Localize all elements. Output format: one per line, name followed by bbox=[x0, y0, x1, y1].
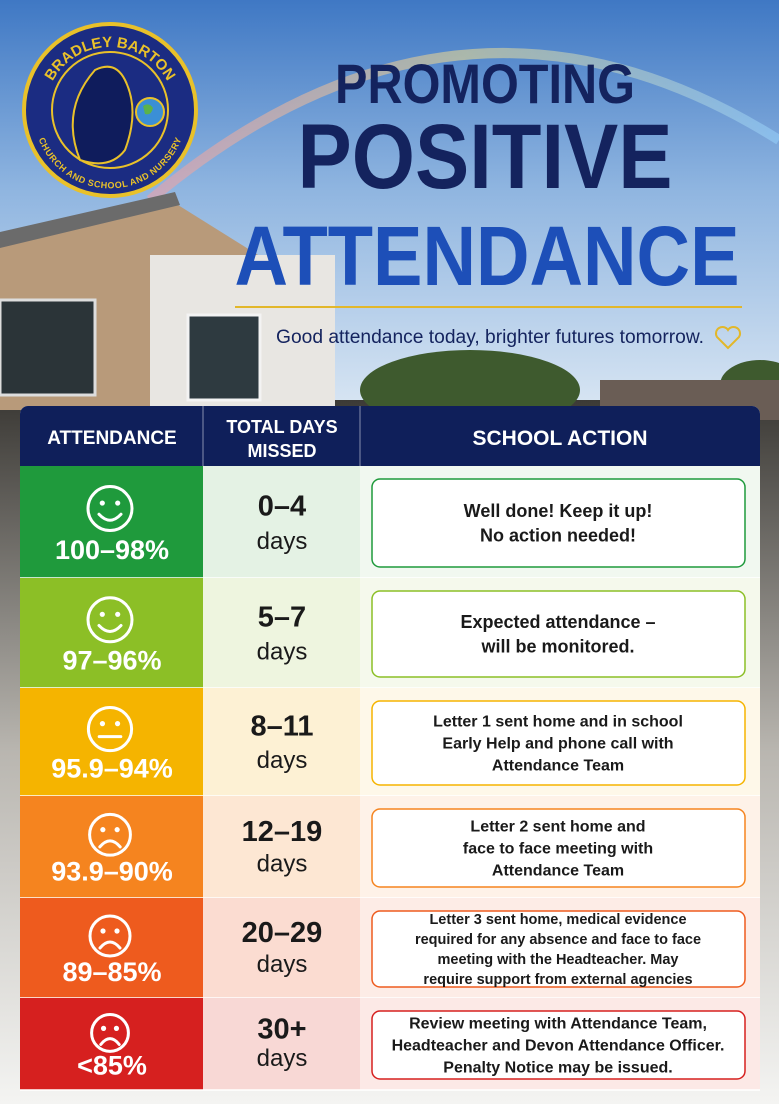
action-text: required for any absence and face to fac… bbox=[415, 932, 701, 948]
face-eye bbox=[113, 1025, 120, 1031]
action-text: Headteacher and Devon Attendance Officer… bbox=[392, 1038, 725, 1055]
face-eye bbox=[114, 928, 120, 934]
days-unit: days bbox=[257, 747, 308, 774]
days-cell bbox=[203, 578, 360, 688]
days-unit: days bbox=[257, 850, 308, 877]
days-range: 30+ bbox=[257, 1013, 306, 1045]
face-eye bbox=[100, 827, 106, 833]
action-text: Penalty Notice may be issued. bbox=[443, 1060, 672, 1077]
face-icon bbox=[90, 1013, 130, 1053]
table-header bbox=[20, 406, 760, 466]
days-range: 8–11 bbox=[251, 711, 314, 743]
attendance-range: 93.9–90% bbox=[51, 857, 173, 887]
days-cell bbox=[203, 466, 360, 578]
action-text: require support from external agencies bbox=[423, 972, 692, 988]
action-text: Attendance Team bbox=[492, 758, 624, 775]
face-icon bbox=[86, 705, 134, 753]
face-eye bbox=[100, 1025, 107, 1031]
days-range: 5–7 bbox=[258, 601, 306, 633]
action-text: Expected attendance – bbox=[460, 612, 655, 632]
action-text: meeting with the Headteacher. May bbox=[438, 952, 679, 968]
face-icon bbox=[88, 914, 132, 958]
action-box bbox=[371, 808, 746, 888]
days-cell bbox=[203, 796, 360, 898]
days-range: 0–4 bbox=[258, 490, 306, 522]
action-text: No action needed! bbox=[480, 526, 636, 546]
action-text: Letter 1 sent home and in school bbox=[433, 714, 683, 731]
title-line-2: POSITIVE bbox=[298, 106, 673, 208]
attendance-range: <85% bbox=[77, 1050, 147, 1080]
action-text: Well done! Keep it up! bbox=[464, 501, 653, 521]
action-text: Attendance Team bbox=[492, 863, 624, 880]
days-unit: days bbox=[257, 528, 308, 555]
action-box bbox=[371, 590, 746, 678]
face-mouth bbox=[99, 1037, 121, 1046]
face-mouth bbox=[98, 940, 122, 950]
face-eye bbox=[114, 827, 120, 833]
attendance-range: 100–98% bbox=[55, 535, 169, 565]
days-cell bbox=[203, 688, 360, 796]
face-eye bbox=[99, 500, 105, 506]
face-mouth bbox=[98, 839, 122, 849]
face-mouth bbox=[97, 512, 123, 522]
action-text: Review meeting with Attendance Team, bbox=[409, 1016, 707, 1033]
school-logo: BRADLEY BARTON CHURCH AND SCHOOL AND NUR… bbox=[22, 22, 198, 198]
attendance-range: 97–96% bbox=[62, 645, 161, 675]
title-line-3: ATTENDANCE bbox=[235, 209, 740, 303]
heart-icon bbox=[714, 325, 742, 350]
attendance-cell bbox=[20, 578, 203, 688]
face-icon bbox=[86, 485, 134, 533]
face-icon bbox=[86, 596, 134, 644]
column-header: SCHOOL ACTION bbox=[472, 427, 647, 450]
action-box bbox=[371, 700, 746, 786]
building bbox=[0, 192, 779, 430]
column-header: ATTENDANCE bbox=[47, 428, 176, 449]
attendance-range: 89–85% bbox=[62, 957, 161, 987]
rainbow bbox=[146, 48, 779, 204]
attendance-range: 95.9–94% bbox=[51, 754, 173, 784]
days-unit: days bbox=[257, 638, 308, 665]
action-text: Letter 2 sent home and bbox=[470, 819, 645, 836]
column-header: MISSED bbox=[247, 441, 316, 461]
face-eye bbox=[114, 721, 121, 727]
face-eye bbox=[99, 721, 106, 727]
days-range: 20–29 bbox=[242, 917, 323, 949]
face-eye bbox=[100, 928, 106, 934]
face-mouth bbox=[97, 624, 123, 633]
action-text: Early Help and phone call with bbox=[442, 736, 673, 753]
face-icon bbox=[88, 812, 132, 857]
days-cell bbox=[203, 998, 360, 1090]
tagline: Good attendance today, brighter futures … bbox=[276, 327, 704, 348]
days-cell bbox=[203, 898, 360, 998]
action-text: face to face meeting with bbox=[463, 841, 653, 858]
face-eye bbox=[115, 611, 121, 617]
attendance-cell bbox=[20, 466, 203, 578]
days-range: 12–19 bbox=[242, 816, 323, 848]
action-box bbox=[371, 478, 746, 568]
action-box bbox=[371, 1010, 746, 1080]
action-text: Letter 3 sent home, medical evidence bbox=[429, 912, 686, 928]
table-body: 100–98% 0–4 days Well done! Keep it up! No a… bbox=[20, 466, 760, 1091]
face-eye bbox=[99, 611, 105, 617]
face-eye bbox=[115, 500, 121, 506]
days-unit: days bbox=[257, 1045, 308, 1072]
action-text: will be monitored. bbox=[480, 637, 634, 657]
title-line-1: PROMOTING bbox=[335, 52, 635, 115]
days-unit: days bbox=[257, 951, 308, 978]
action-box bbox=[371, 910, 746, 988]
column-header: TOTAL DAYS bbox=[226, 417, 337, 437]
